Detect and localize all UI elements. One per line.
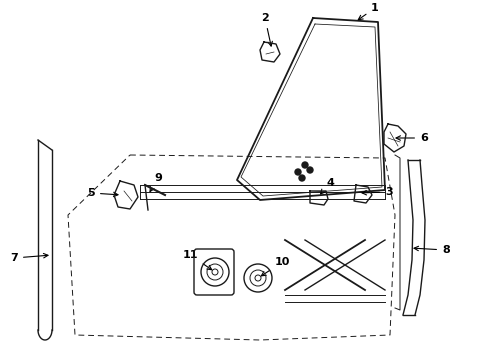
Text: 3: 3 — [362, 187, 392, 197]
Text: 9: 9 — [150, 173, 162, 192]
Text: 11: 11 — [182, 250, 212, 270]
Text: 7: 7 — [10, 253, 48, 263]
Circle shape — [302, 162, 308, 168]
Text: 8: 8 — [414, 245, 450, 255]
Circle shape — [307, 167, 313, 173]
Circle shape — [299, 175, 305, 181]
Text: 1: 1 — [358, 3, 379, 20]
Circle shape — [295, 169, 301, 175]
Text: 6: 6 — [396, 133, 428, 143]
Text: 10: 10 — [261, 257, 291, 276]
Text: 2: 2 — [261, 13, 272, 46]
Text: 4: 4 — [320, 178, 334, 194]
Text: 5: 5 — [87, 188, 118, 198]
